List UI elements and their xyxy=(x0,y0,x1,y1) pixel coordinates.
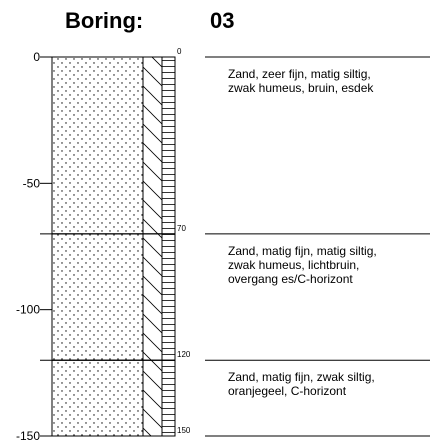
layer-description: Zand, zeer fijn, matig siltig, xyxy=(228,67,371,81)
sand-layer xyxy=(51,56,144,235)
axis-tick-label: -50 xyxy=(23,176,41,190)
layer-description: Zand, matig fijn, zwak siltig, xyxy=(228,370,375,384)
ruler-column xyxy=(161,56,176,235)
sand-layer xyxy=(51,233,144,361)
layer-description: Zand, matig fijn, matig siltig, xyxy=(228,244,377,258)
header-label: Boring: xyxy=(65,8,143,33)
header-number: 03 xyxy=(210,8,234,33)
hatch-column xyxy=(142,233,163,361)
layer-description: zwak humeus, lichtbruin, xyxy=(228,258,359,272)
hatch-column xyxy=(142,56,163,235)
hatch-column xyxy=(142,359,163,437)
ruler-column xyxy=(161,233,176,361)
ruler-column xyxy=(161,359,176,437)
sand-layer xyxy=(51,359,144,437)
axis-tick-label: -100 xyxy=(16,303,40,317)
layer-description: overgang es/C-horizont xyxy=(228,272,353,286)
boundary-label: 70 xyxy=(177,224,186,233)
boundary-label: 0 xyxy=(177,47,182,56)
axis-tick-label: -150 xyxy=(16,429,40,443)
layer-description: zwak humeus, bruin, esdek xyxy=(228,81,374,95)
layer-description: oranjegeel, C-horizont xyxy=(228,384,347,398)
boundary-label: 120 xyxy=(177,350,191,359)
axis-tick-label: 0 xyxy=(33,50,40,64)
boundary-label: 150 xyxy=(177,426,191,435)
